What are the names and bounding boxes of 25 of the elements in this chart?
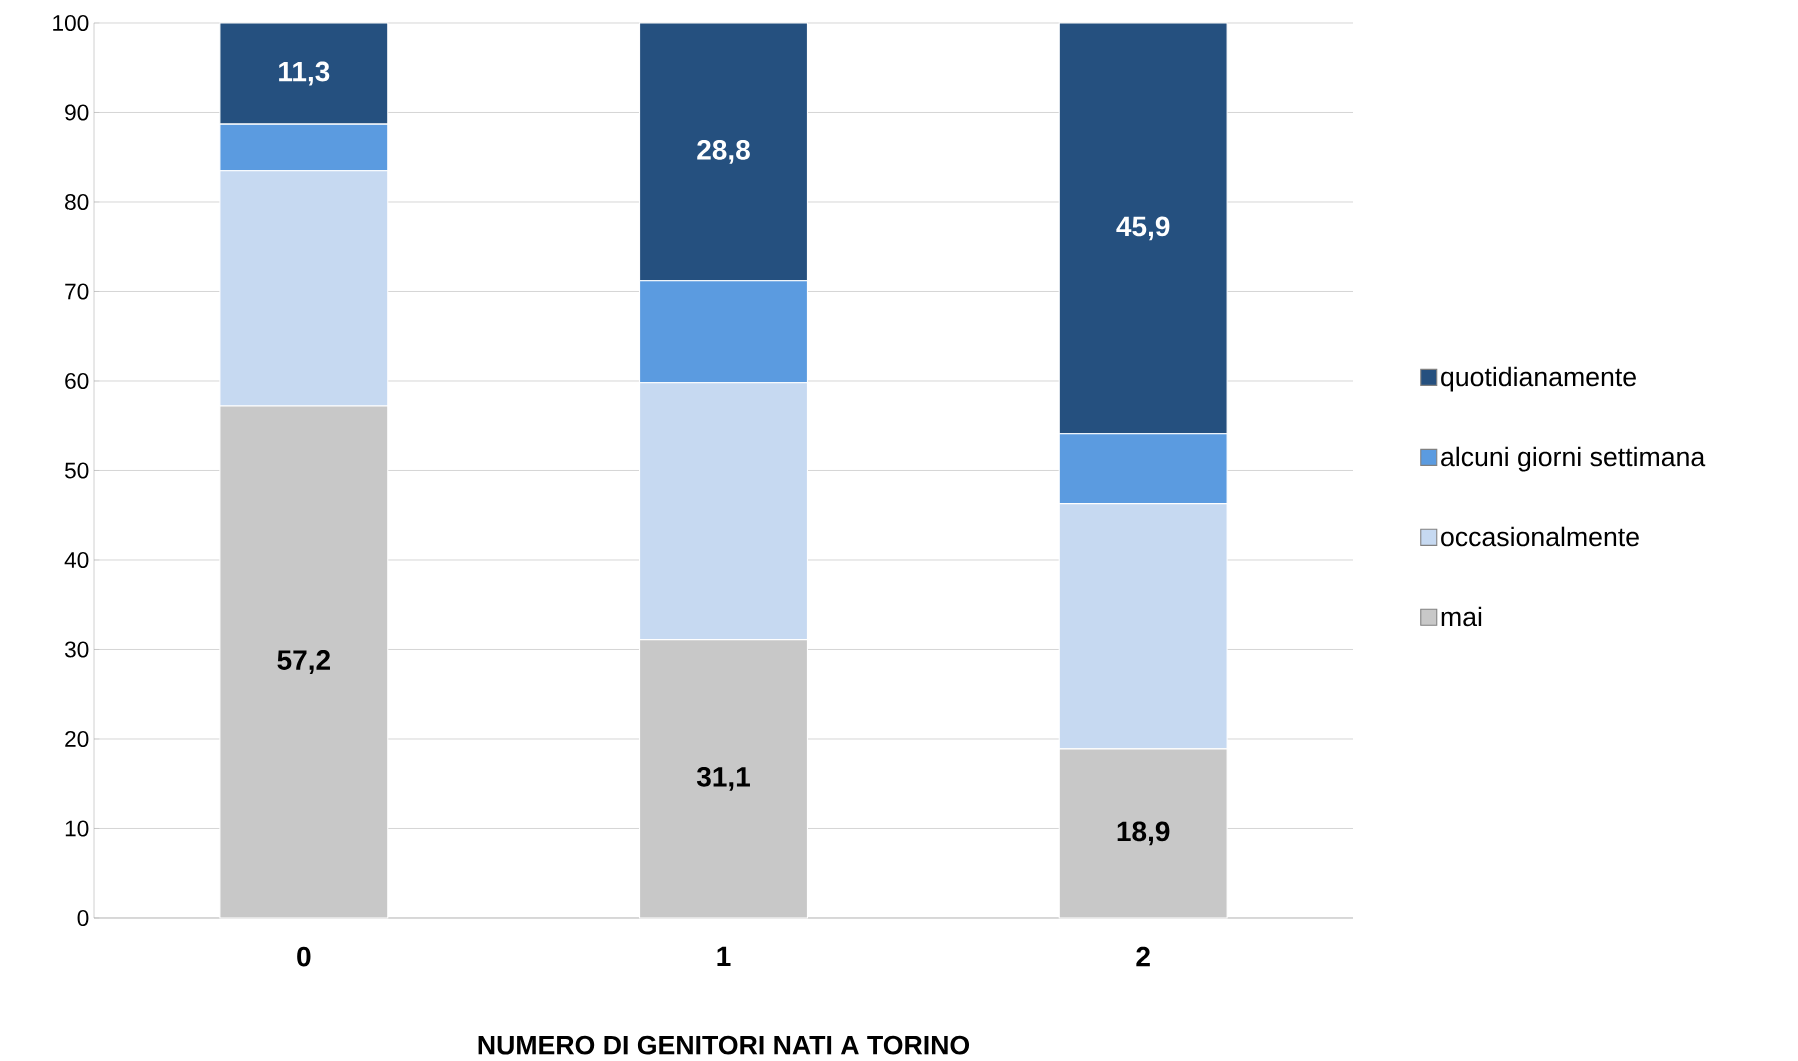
- data-label: 31,1: [696, 766, 750, 791]
- data-label: 18,9: [1117, 821, 1170, 846]
- legend-label: mai: [1441, 606, 1482, 627]
- y-tick-label: 10: [65, 820, 89, 837]
- y-tick-label: 100: [53, 14, 89, 32]
- data-label: 28,8: [697, 139, 750, 164]
- x-tick-label: 2: [1136, 946, 1150, 967]
- data-label: 57,2: [277, 650, 330, 674]
- x-tick-label: 0: [297, 946, 311, 967]
- x-axis-title: NUMERO DI GENITORI NATI A TORINO: [478, 1035, 970, 1055]
- y-tick-label: 50: [64, 462, 89, 479]
- y-tick-label: 60: [65, 372, 89, 390]
- data-label: 11,3: [279, 61, 330, 86]
- data-label: 45,9: [1116, 216, 1170, 241]
- y-tick-label: 20: [65, 730, 89, 748]
- y-tick-label: 70: [65, 283, 89, 300]
- legend-label: quotidianamente: [1441, 366, 1636, 392]
- y-tick-label: 80: [65, 193, 89, 211]
- y-tick-label: 90: [65, 104, 89, 121]
- legend-label: occasionalmente: [1441, 526, 1639, 547]
- y-tick-label: 30: [64, 641, 89, 658]
- legend-label: alcuni giorni settimana: [1441, 446, 1706, 472]
- y-tick-label: 0: [77, 909, 89, 927]
- y-tick-label: 40: [64, 551, 89, 569]
- x-tick-label: 1: [717, 946, 731, 966]
